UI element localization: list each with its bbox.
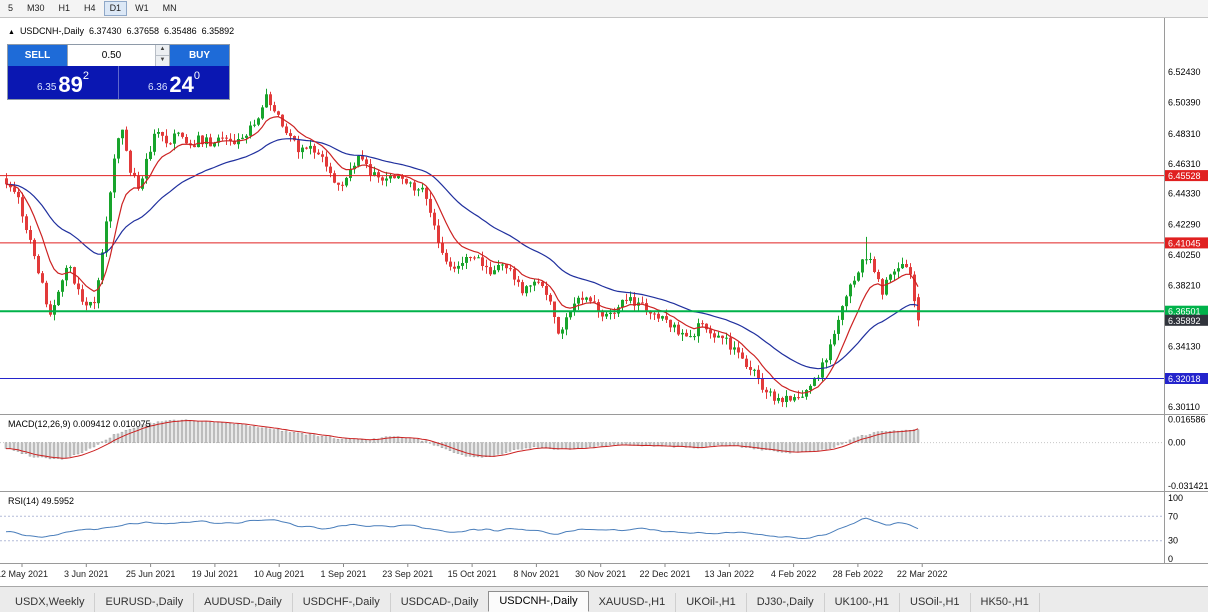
svg-text:30: 30 <box>1168 536 1178 546</box>
buy-button[interactable]: BUY <box>170 45 229 66</box>
trade-buttons-row: SELL 0.50 ▲ ▼ BUY <box>8 45 229 66</box>
svg-text:12 May 2021: 12 May 2021 <box>0 569 48 579</box>
buy-price-big: 24 <box>169 72 194 97</box>
rsi-indicator-label: RSI(14) 49.5952 <box>8 496 75 506</box>
svg-text:6.30110: 6.30110 <box>1168 402 1200 412</box>
timeframe-button-w1[interactable]: W1 <box>129 1 155 16</box>
svg-text:6.45528: 6.45528 <box>1168 171 1201 181</box>
volume-value[interactable]: 0.50 <box>101 50 122 61</box>
chart-tab-uk100-h1[interactable]: UK100-,H1 <box>825 593 901 612</box>
svg-text:10 Aug 2021: 10 Aug 2021 <box>254 569 305 579</box>
date-axis[interactable] <box>21 564 923 567</box>
macd-pane <box>0 419 1164 460</box>
svg-text:70: 70 <box>1168 511 1178 521</box>
timeframe-button-5[interactable]: 5 <box>2 1 19 16</box>
horizontal-levels <box>0 170 1208 384</box>
timeframe-button-m30[interactable]: M30 <box>21 1 51 16</box>
chart-tab-ukoil-h1[interactable]: UKOil-,H1 <box>676 593 747 612</box>
volume-spinner: ▲ ▼ <box>155 45 169 66</box>
timeframe-button-group: 5 M30 H1 H4 D1 W1 MN <box>2 1 183 16</box>
chart-tab-usdx-weekly[interactable]: USDX,Weekly <box>5 593 96 612</box>
pane-separators <box>0 18 1208 564</box>
svg-text:6.32018: 6.32018 <box>1168 374 1201 384</box>
chart-tab-usdcnh-daily[interactable]: USDCNH-,Daily <box>488 591 589 612</box>
svg-text:28 Feb 2022: 28 Feb 2022 <box>833 569 884 579</box>
timeframe-button-d1[interactable]: D1 <box>103 1 128 16</box>
volume-up-arrow[interactable]: ▲ <box>156 45 169 55</box>
chart-tab-audusd-daily[interactable]: AUDUSD-,Daily <box>194 593 293 612</box>
chart-canvas[interactable]: 6.45528 6.41045 6.36501 6.32018 6.35892 6.524… <box>0 18 1208 586</box>
sell-price[interactable]: 6.35 89 2 <box>8 66 118 99</box>
svg-text:0.016586: 0.016586 <box>1168 415 1206 425</box>
svg-text:23 Sep 2021: 23 Sep 2021 <box>382 569 433 579</box>
macd-indicator-label: MACD(12,26,9) 0.009412 0.010075 <box>8 419 151 429</box>
sell-price-sup: 2 <box>82 70 90 82</box>
ma-fast-line <box>5 115 919 394</box>
svg-text:22 Dec 2021: 22 Dec 2021 <box>639 569 690 579</box>
buy-price-sup: 0 <box>193 70 201 82</box>
svg-text:100: 100 <box>1168 493 1183 503</box>
macd-signal-line <box>6 419 919 459</box>
svg-text:19 Jul 2021: 19 Jul 2021 <box>192 569 239 579</box>
candlestick-series <box>5 88 920 408</box>
ohlc-open: 6.37430 <box>88 26 122 36</box>
sell-button[interactable]: SELL <box>8 45 67 66</box>
svg-text:8 Nov 2021: 8 Nov 2021 <box>513 569 559 579</box>
svg-text:22 Mar 2022: 22 Mar 2022 <box>897 569 948 579</box>
one-click-trading-panel: SELL 0.50 ▲ ▼ BUY 6.35 89 2 6.36 24 0 <box>7 44 230 100</box>
svg-text:-0.031421: -0.031421 <box>1168 481 1208 491</box>
price-divider <box>118 66 119 99</box>
svg-text:1 Sep 2021: 1 Sep 2021 <box>320 569 366 579</box>
svg-text:6.34130: 6.34130 <box>1168 342 1201 352</box>
svg-text:6.42290: 6.42290 <box>1168 219 1201 229</box>
svg-text:6.36501: 6.36501 <box>1168 307 1201 317</box>
buy-price-prefix: 6.36 <box>147 82 168 93</box>
ohlc-low: 6.35486 <box>164 26 197 36</box>
svg-text:6.41045: 6.41045 <box>1168 238 1201 248</box>
svg-text:25 Jun 2021: 25 Jun 2021 <box>126 569 176 579</box>
chart-tab-dj30-daily[interactable]: DJ30-,Daily <box>747 593 825 612</box>
svg-text:30 Nov 2021: 30 Nov 2021 <box>575 569 626 579</box>
chart-tab-usoil-h1[interactable]: USOil-,H1 <box>900 593 971 612</box>
chart-tab-usdchf-daily[interactable]: USDCHF-,Daily <box>293 593 391 612</box>
buy-price[interactable]: 6.36 24 0 <box>119 66 229 99</box>
svg-text:6.52430: 6.52430 <box>1168 67 1201 77</box>
ohlc-close: 6.35892 <box>201 26 235 36</box>
chart-tab-xauusd-h1[interactable]: XAUUSD-,H1 <box>589 593 677 612</box>
symbol-triangle-icon: ▲ <box>8 29 15 36</box>
svg-text:6.48310: 6.48310 <box>1168 129 1201 139</box>
svg-text:6.50390: 6.50390 <box>1168 98 1201 108</box>
ma-slow-line <box>5 138 919 370</box>
svg-text:6.44330: 6.44330 <box>1168 189 1201 199</box>
svg-text:15 Oct 2021: 15 Oct 2021 <box>448 569 497 579</box>
timeframe-button-h4[interactable]: H4 <box>78 1 102 16</box>
chart-symbol-label: USDCNH-,Daily <box>19 26 84 36</box>
chart-tab-hk50-h1[interactable]: HK50-,H1 <box>971 593 1040 612</box>
rsi-pane <box>0 515 1164 542</box>
chart-tab-usdcad-daily[interactable]: USDCAD-,Daily <box>391 593 490 612</box>
chart-tabs-bar: USDX,Weekly EURUSD-,Daily AUDUSD-,Daily USD… <box>0 586 1208 612</box>
svg-text:6.46310: 6.46310 <box>1168 159 1201 169</box>
svg-text:4 Feb 2022: 4 Feb 2022 <box>771 569 817 579</box>
volume-down-arrow[interactable]: ▼ <box>156 55 169 66</box>
svg-text:0: 0 <box>1168 554 1173 564</box>
sell-price-big: 89 <box>58 72 83 97</box>
ohlc-high: 6.37658 <box>126 26 160 36</box>
trade-prices-row: 6.35 89 2 6.36 24 0 <box>8 66 229 99</box>
timeframe-toolbar: 5 M30 H1 H4 D1 W1 MN <box>0 0 1208 18</box>
svg-text:6.38210: 6.38210 <box>1168 281 1201 291</box>
svg-text:3 Jun 2021: 3 Jun 2021 <box>64 569 109 579</box>
chart-tab-eurusd-daily[interactable]: EURUSD-,Daily <box>95 593 195 612</box>
chart-ohlc-header: ▲ USDCNH-,Daily 6.37430 6.37658 6.35486 6.358… <box>8 26 239 36</box>
svg-text:6.35892: 6.35892 <box>1168 316 1201 326</box>
volume-field[interactable]: 0.50 ▲ ▼ <box>67 45 170 66</box>
svg-text:0.00: 0.00 <box>1168 438 1186 448</box>
svg-text:6.40250: 6.40250 <box>1168 250 1201 260</box>
sell-price-prefix: 6.35 <box>36 82 57 93</box>
rsi-line <box>5 517 919 540</box>
timeframe-button-h1[interactable]: H1 <box>53 1 77 16</box>
svg-text:13 Jan 2022: 13 Jan 2022 <box>705 569 755 579</box>
timeframe-button-mn[interactable]: MN <box>157 1 183 16</box>
